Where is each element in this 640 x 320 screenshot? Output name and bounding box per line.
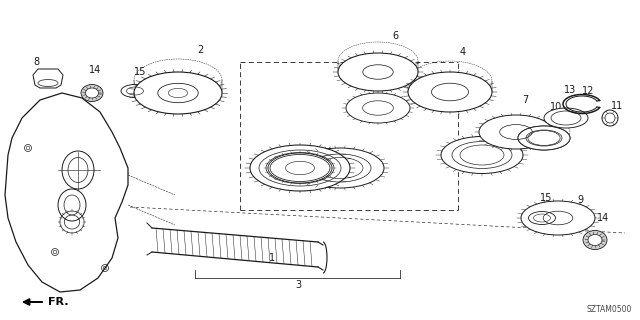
- Text: 12: 12: [582, 86, 594, 96]
- Text: 10: 10: [550, 102, 562, 112]
- Ellipse shape: [544, 108, 588, 128]
- Text: 13: 13: [564, 85, 576, 95]
- Text: 11: 11: [611, 101, 623, 111]
- Ellipse shape: [588, 235, 602, 245]
- Text: 7: 7: [522, 95, 528, 105]
- Ellipse shape: [338, 53, 418, 91]
- Ellipse shape: [479, 115, 553, 149]
- Text: 5: 5: [393, 102, 399, 112]
- Text: 15: 15: [540, 193, 552, 203]
- Ellipse shape: [86, 88, 99, 98]
- Text: 2: 2: [197, 45, 203, 55]
- Ellipse shape: [134, 72, 222, 114]
- Text: 4: 4: [460, 47, 466, 57]
- Text: 3: 3: [295, 280, 301, 290]
- Ellipse shape: [518, 126, 570, 150]
- Ellipse shape: [121, 84, 149, 98]
- Ellipse shape: [441, 137, 523, 173]
- Text: 6: 6: [392, 31, 398, 41]
- Ellipse shape: [346, 93, 410, 123]
- Circle shape: [602, 110, 618, 126]
- Ellipse shape: [81, 84, 103, 101]
- Text: 1: 1: [269, 253, 275, 263]
- Text: 14: 14: [597, 213, 609, 223]
- Text: 15: 15: [134, 67, 146, 77]
- Ellipse shape: [521, 201, 595, 235]
- Ellipse shape: [408, 72, 492, 112]
- Text: 8: 8: [33, 57, 39, 67]
- Text: FR.: FR.: [48, 297, 68, 307]
- Ellipse shape: [268, 153, 332, 183]
- Ellipse shape: [296, 148, 384, 188]
- Ellipse shape: [529, 212, 556, 225]
- Ellipse shape: [583, 230, 607, 250]
- Text: SZTAM0500: SZTAM0500: [587, 305, 632, 314]
- Text: 9: 9: [577, 195, 583, 205]
- Ellipse shape: [518, 126, 570, 150]
- Text: 14: 14: [89, 65, 101, 75]
- Ellipse shape: [250, 145, 350, 191]
